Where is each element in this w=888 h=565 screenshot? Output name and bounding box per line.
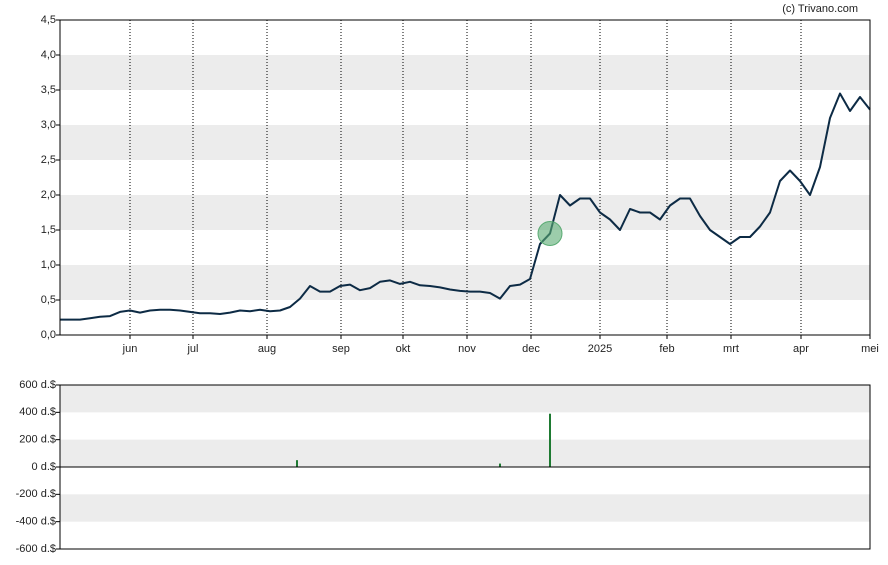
x-tick-label: aug bbox=[258, 343, 276, 355]
y-tick-label: 4,0 bbox=[41, 49, 56, 61]
x-tick-label: dec bbox=[522, 343, 540, 355]
y-tick-label: 0,5 bbox=[41, 294, 56, 306]
y-tick-label: 2,0 bbox=[41, 189, 56, 201]
grid-band bbox=[60, 439, 870, 467]
x-tick-label: okt bbox=[396, 343, 411, 355]
x-tick-label: jun bbox=[122, 343, 138, 355]
highlight-marker bbox=[537, 221, 563, 246]
y-tick-label: -400 d.$ bbox=[16, 516, 56, 528]
x-tick-label: feb bbox=[659, 343, 674, 355]
y-tick-label: 4,5 bbox=[41, 14, 56, 26]
y-tick-label: 1,5 bbox=[41, 224, 56, 236]
x-tick-label: sep bbox=[332, 343, 350, 355]
x-tick-label: nov bbox=[458, 343, 476, 355]
y-tick-label: 0,0 bbox=[41, 329, 56, 341]
x-tick-label: mrt bbox=[723, 343, 739, 355]
x-tick-label: 2025 bbox=[588, 343, 612, 355]
y-tick-label: 3,5 bbox=[41, 84, 56, 96]
bar bbox=[296, 460, 298, 467]
bar bbox=[499, 463, 501, 467]
plot-frame bbox=[59, 19, 871, 336]
plot-frame bbox=[59, 384, 871, 550]
grid-band bbox=[60, 55, 870, 90]
y-tick-label: 600 d.$ bbox=[19, 379, 56, 391]
y-tick-label: 400 d.$ bbox=[19, 406, 56, 418]
y-tick-label: -600 d.$ bbox=[16, 543, 56, 555]
grid-band bbox=[60, 195, 870, 230]
grid-band bbox=[60, 265, 870, 300]
y-tick-label: 2,5 bbox=[41, 154, 56, 166]
y-tick-label: 200 d.$ bbox=[19, 434, 56, 446]
x-tick-label: mei bbox=[861, 343, 879, 355]
y-tick-label: 1,0 bbox=[41, 259, 56, 271]
source: (c) Trivano.com bbox=[782, 3, 858, 15]
grid-band bbox=[60, 385, 870, 413]
grid-band bbox=[60, 125, 870, 160]
y-tick-label: 0 d.$ bbox=[32, 461, 56, 473]
x-tick-label: apr bbox=[793, 343, 809, 355]
x-tick-label: jul bbox=[186, 343, 198, 355]
y-tick-label: -200 d.$ bbox=[16, 488, 56, 500]
y-tick-label: 3,0 bbox=[41, 119, 56, 131]
grid-band bbox=[60, 494, 870, 522]
bar bbox=[549, 413, 551, 467]
price-line bbox=[60, 92, 871, 321]
